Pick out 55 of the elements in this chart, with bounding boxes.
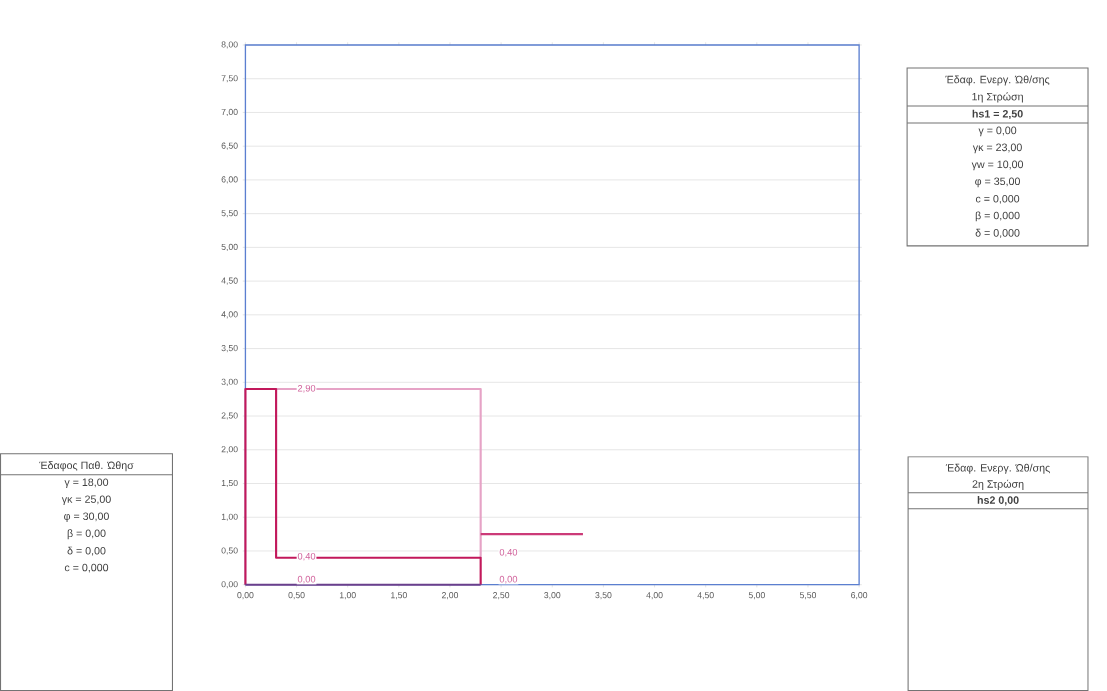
y-tick-label: 7,00 [221, 108, 238, 116]
x-tick-label: 0,50 [288, 591, 305, 600]
text: Έδαφ. Ενεργ. Ώθ/σης [945, 463, 1050, 474]
x-tick-label: 5,50 [799, 591, 817, 600]
x-tick-label: 2,00 [441, 591, 459, 600]
y-tick-label: 7,50 [221, 75, 238, 83]
y-tick-label: 1,00 [221, 513, 238, 521]
x-tick-label: 4,00 [646, 591, 663, 600]
x-tick-label: 6,00 [851, 591, 868, 600]
text: 1η Στρώση [972, 92, 1023, 103]
y-tick-label: 4,50 [221, 277, 238, 285]
annotation: 0,40 [297, 552, 316, 561]
text: φ = 35,00 [975, 177, 1020, 188]
annotation: 0,00 [499, 575, 518, 584]
annotation: 2,90 [297, 384, 316, 393]
x-tick-label: 1,50 [391, 591, 407, 600]
y-tick-label: 4,00 [221, 311, 238, 319]
y-tick-label: 3,50 [221, 344, 238, 353]
y-tick-label: 5,50 [221, 209, 238, 218]
y-tick-label: 1,50 [221, 479, 238, 487]
annotation: 0,00 [297, 575, 316, 584]
text: hs2 0,00 [977, 495, 1019, 506]
text: Έδαφ. Ενεργ. Ώθ/σης [945, 75, 1050, 86]
text: β = 0,00 [67, 529, 106, 540]
text: hs1 = 2,50 [972, 109, 1023, 120]
text: β = 0,000 [975, 211, 1020, 222]
y-tick-label: 3,00 [221, 378, 238, 386]
text: γκ = 25,00 [61, 495, 111, 505]
annotation: 0,40 [499, 548, 518, 557]
text: c = 0,000 [975, 194, 1020, 204]
text: γκ = 23,00 [972, 143, 1022, 154]
text: γ = 0,00 [978, 126, 1017, 137]
y-tick-label: 5,00 [221, 243, 238, 251]
text: γw = 10,00 [971, 160, 1024, 171]
x-tick-label: 1,00 [339, 591, 356, 600]
x-tick-label: 0,00 [237, 591, 254, 600]
y-tick-label: 2,50 [221, 412, 238, 420]
x-tick-label: 3,00 [544, 591, 561, 600]
text: γ = 18,00 [64, 478, 109, 488]
x-tick-label: 2,50 [493, 591, 510, 600]
text: Έδαφος Παθ. Ώθησ [39, 461, 134, 472]
y-tick-label: 6,00 [221, 176, 238, 184]
y-tick-label: 2,00 [221, 446, 238, 454]
y-tick-label: 8,00 [221, 41, 238, 49]
text: δ = 0,000 [975, 228, 1020, 238]
y-tick-label: 0,50 [221, 547, 238, 555]
x-tick-label: 5,00 [748, 591, 765, 600]
text: c = 0,000 [64, 563, 109, 573]
y-tick-label: 6,50 [221, 142, 238, 150]
text: φ = 30,00 [64, 512, 109, 522]
y-tick-label: 0,00 [221, 581, 238, 589]
text: δ = 0,00 [67, 546, 106, 556]
x-tick-label: 3,50 [595, 591, 612, 600]
text: 2η Στρώση [972, 479, 1024, 490]
x-tick-label: 4,50 [697, 591, 714, 600]
